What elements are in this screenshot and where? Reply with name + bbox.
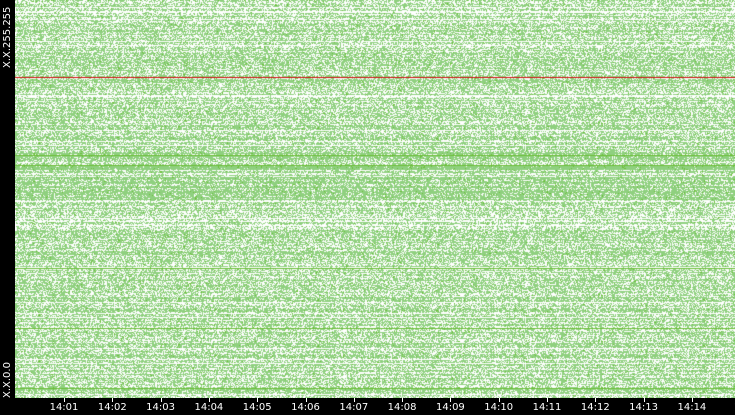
x-tick-label: 14:04 bbox=[194, 402, 224, 413]
x-tick bbox=[547, 398, 548, 402]
x-tick bbox=[257, 398, 259, 402]
x-tick-label: 14 bbox=[734, 402, 735, 413]
x-tick bbox=[402, 398, 404, 402]
x-tick-label: 14:06 bbox=[291, 402, 320, 413]
x-tick bbox=[643, 398, 645, 402]
x-tick bbox=[691, 398, 693, 402]
x-axis: 14:01 14:02 14:03 14:04 14:05 14:06 14:07 14:08… bbox=[15, 398, 735, 415]
x-tick-label: 14:11 bbox=[532, 402, 562, 413]
x-tick bbox=[305, 398, 307, 402]
x-tick bbox=[353, 398, 355, 402]
x-tick-label: 14:13 bbox=[629, 402, 659, 413]
x-tick-label: 14:08 bbox=[387, 402, 417, 413]
x-tick-label: 14:14 bbox=[677, 402, 707, 413]
y-tick-text: X.X.255.255 bbox=[2, 6, 13, 68]
x-tick-label: 14:10 bbox=[484, 402, 514, 413]
x-tick bbox=[595, 398, 597, 402]
x-tick-label: 14:03 bbox=[146, 402, 176, 413]
y-axis: X.X.255.255 X.X.0.0 bbox=[0, 0, 15, 398]
x-tick-label: 14:07 bbox=[339, 402, 369, 413]
x-tick-label: 14:02 bbox=[97, 402, 127, 413]
y-tick-text: X.X.0.0 bbox=[2, 362, 13, 398]
x-tick bbox=[450, 398, 452, 402]
x-tick bbox=[208, 398, 210, 402]
x-tick bbox=[498, 398, 500, 402]
x-tick-label: 14:12 bbox=[580, 402, 610, 413]
x-tick-label: 14:01 bbox=[49, 402, 79, 413]
x-tick bbox=[64, 398, 65, 402]
plot-area[interactable] bbox=[15, 0, 735, 398]
x-tick bbox=[160, 398, 162, 402]
x-tick-label: 14:05 bbox=[242, 402, 272, 413]
x-tick-label: 14:09 bbox=[435, 402, 465, 413]
x-tick bbox=[112, 398, 114, 402]
